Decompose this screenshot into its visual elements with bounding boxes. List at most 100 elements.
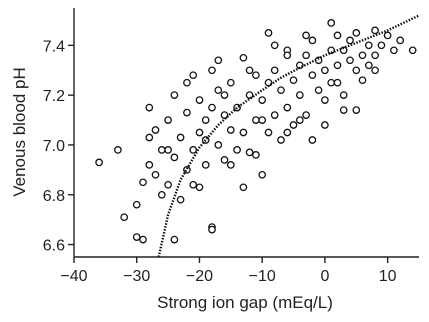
data-point (333, 78, 342, 87)
data-point (201, 161, 210, 169)
data-point (258, 96, 267, 104)
data-point (170, 153, 179, 162)
data-point (132, 200, 141, 209)
data-point (176, 195, 185, 204)
data-point (151, 126, 160, 134)
data-point (164, 116, 172, 124)
data-point (321, 121, 329, 129)
data-point (201, 116, 210, 124)
data-point (283, 51, 292, 60)
data-point (239, 128, 248, 137)
data-point (245, 148, 254, 157)
data-point (170, 91, 179, 99)
data-point (195, 128, 204, 137)
data-point (189, 71, 198, 80)
data-point (390, 46, 398, 55)
data-point (239, 183, 248, 192)
data-point (195, 183, 204, 192)
x-tick-label: −40 (60, 268, 87, 285)
data-point (308, 136, 317, 144)
data-point (327, 19, 336, 27)
data-point (95, 158, 103, 167)
data-point (195, 96, 204, 104)
x-tick-label: −10 (249, 268, 276, 285)
data-point (189, 146, 198, 154)
data-point (226, 78, 235, 87)
data-point (302, 51, 310, 60)
data-point (314, 86, 323, 95)
data-point (377, 41, 386, 50)
y-axis-title: Venous blood pH (10, 67, 29, 197)
fit-curve (157, 14, 419, 257)
data-point (176, 133, 185, 142)
data-point (252, 116, 260, 124)
data-point (233, 103, 241, 112)
data-point (145, 133, 154, 142)
data-point (114, 146, 122, 154)
data-point (208, 66, 216, 75)
data-point (371, 26, 379, 35)
data-point (339, 106, 348, 114)
x-tick-label: 0 (320, 268, 329, 285)
data-point (214, 86, 223, 95)
data-point (308, 36, 317, 45)
data-point (245, 66, 254, 75)
data-point (295, 116, 304, 124)
data-point (283, 128, 292, 137)
data-point (333, 31, 342, 40)
y-tick-label: 6.6 (43, 238, 65, 255)
y-tick-label: 7.0 (43, 138, 65, 155)
data-point (308, 71, 317, 80)
axes: −40 −30 −20 −10 0 10 6.6 6.8 7.0 7.2 7.4 (43, 8, 419, 285)
plot-area (95, 14, 419, 257)
data-point (252, 151, 260, 159)
data-point (371, 66, 379, 75)
data-point (302, 111, 310, 119)
data-point (289, 121, 298, 129)
data-point (164, 180, 172, 189)
data-point (364, 41, 373, 50)
data-point (139, 235, 147, 244)
data-point (270, 111, 279, 119)
data-point (132, 233, 141, 241)
data-point (157, 190, 166, 199)
data-point (220, 156, 229, 164)
y-tick-label: 7.2 (43, 88, 65, 105)
data-point (321, 96, 329, 104)
data-point (214, 141, 223, 149)
data-point (120, 213, 129, 222)
data-point (214, 56, 223, 65)
data-point (145, 161, 154, 169)
data-point (183, 108, 191, 117)
data-point (208, 103, 216, 112)
y-tick-label: 6.8 (43, 188, 65, 205)
data-point (220, 91, 229, 99)
data-point (264, 29, 273, 37)
data-point (258, 116, 267, 124)
data-point (364, 61, 373, 70)
data-point (277, 86, 285, 95)
data-point (157, 146, 166, 154)
data-point (333, 61, 342, 70)
data-point (339, 91, 348, 99)
data-point (233, 146, 241, 154)
data-point (151, 170, 160, 179)
data-point (208, 225, 216, 234)
data-point (346, 36, 354, 45)
data-point (358, 76, 367, 85)
data-point (220, 111, 229, 119)
data-point (283, 103, 292, 112)
data-point (396, 36, 405, 45)
x-tick-label: −20 (186, 268, 213, 285)
data-point (264, 128, 273, 137)
data-point (352, 66, 361, 75)
data-point (145, 103, 154, 112)
data-point (327, 78, 336, 87)
data-point (371, 51, 379, 60)
x-tick-label: −30 (123, 268, 150, 285)
data-point (302, 31, 310, 40)
data-point (239, 53, 248, 62)
x-tick-label: 10 (379, 268, 397, 285)
x-axis-title: Strong ion gap (mEq/L) (157, 293, 333, 312)
